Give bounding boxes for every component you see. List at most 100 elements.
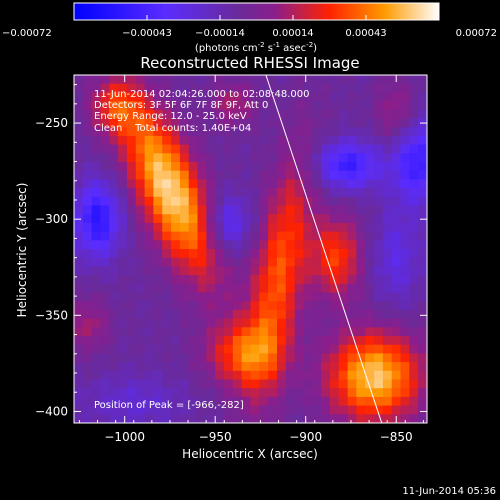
heatmap-cell — [82, 292, 93, 302]
heatmap-cell — [321, 388, 331, 398]
heatmap-cell — [338, 301, 348, 311]
heatmap-cell — [91, 388, 101, 398]
heatmap-cell — [82, 101, 93, 111]
annotation-energy: Energy Range: 12.0 - 25.0 keV — [94, 111, 247, 122]
heatmap-cell — [179, 275, 190, 285]
heatmap-cell — [179, 414, 190, 423]
heatmap-cell — [135, 83, 145, 93]
heatmap-cell — [321, 309, 331, 319]
heatmap-cell — [329, 362, 340, 372]
heatmap-cell — [126, 257, 137, 267]
heatmap-cell — [347, 318, 357, 328]
heatmap-cell — [109, 188, 119, 198]
heatmap-cell — [294, 309, 304, 319]
heatmap-cell — [206, 109, 216, 119]
heatmap-cell — [250, 127, 260, 137]
heatmap-cell — [276, 205, 287, 215]
heatmap-cell — [374, 144, 384, 154]
heatmap-cell — [268, 292, 278, 302]
heatmap-cell — [153, 388, 163, 398]
heatmap-cell — [171, 109, 181, 119]
heatmap-cell — [347, 414, 357, 423]
heatmap-cell — [144, 362, 154, 372]
heatmap-cell — [391, 144, 401, 154]
heatmap-cell — [356, 301, 366, 311]
heatmap-cell — [382, 414, 393, 423]
heatmap-cell — [365, 379, 375, 389]
heatmap-cell — [91, 214, 101, 224]
heatmap-cell — [276, 101, 287, 111]
heatmap-cell — [374, 405, 384, 415]
heatmap-cell — [285, 222, 296, 232]
heatmap-cell — [171, 92, 181, 102]
heatmap-cell — [400, 249, 410, 259]
heatmap-cell — [294, 118, 304, 128]
heatmap-cell — [224, 283, 234, 293]
heatmap-cell — [91, 344, 101, 354]
heatmap-cell — [329, 309, 340, 319]
heatmap-cell — [276, 405, 287, 415]
heatmap-cell — [224, 362, 234, 372]
heatmap-cell — [347, 214, 357, 224]
heatmap-cell — [171, 327, 181, 337]
heatmap-cell — [338, 405, 348, 415]
heatmap-cell — [126, 283, 137, 293]
heatmap-cell — [391, 257, 401, 267]
heatmap-cell — [162, 179, 172, 189]
heatmap-cell — [126, 109, 137, 119]
heatmap-cell — [312, 170, 322, 180]
heatmap-cell — [321, 205, 331, 215]
heatmap-cell — [418, 135, 427, 145]
heatmap-cell — [250, 405, 260, 415]
heatmap-cell — [118, 396, 128, 406]
heatmap-cell — [338, 214, 348, 224]
heatmap-cell — [82, 179, 93, 189]
heatmap-cell — [356, 135, 366, 145]
heatmap-cell — [118, 318, 128, 328]
heatmap-cell — [206, 92, 216, 102]
heatmap-cell — [162, 83, 172, 93]
heatmap-cell — [400, 388, 410, 398]
heatmap-cell — [347, 379, 357, 389]
heatmap-cell — [321, 414, 331, 423]
heatmap-cell — [276, 309, 287, 319]
heatmap-cell — [224, 83, 234, 93]
heatmap-cell — [250, 231, 260, 241]
heatmap-cell — [303, 388, 313, 398]
heatmap-cell — [365, 292, 375, 302]
heatmap-cell — [294, 231, 304, 241]
heatmap-cell — [400, 83, 410, 93]
heatmap-cell — [294, 75, 304, 85]
heatmap-cell — [118, 283, 128, 293]
heatmap-cell — [153, 362, 163, 372]
heatmap-cell — [171, 362, 181, 372]
heatmap-cell — [356, 222, 366, 232]
heatmap-cell — [144, 75, 154, 85]
heatmap-cell — [409, 309, 419, 319]
heatmap-cell — [153, 414, 163, 423]
heatmap-cell — [109, 370, 119, 380]
heatmap-cell — [171, 144, 181, 154]
heatmap-cell — [135, 118, 145, 128]
heatmap-cell — [268, 83, 278, 93]
heatmap-cell — [197, 188, 207, 198]
heatmap-cell — [91, 75, 101, 85]
heatmap-cell — [294, 127, 304, 137]
heatmap-cell — [224, 205, 234, 215]
heatmap-cell — [409, 188, 419, 198]
heatmap-cell — [409, 127, 419, 137]
heatmap-cell — [197, 179, 207, 189]
heatmap-cell — [162, 196, 172, 206]
heatmap-cell — [215, 240, 225, 250]
heatmap-cell — [153, 379, 163, 389]
heatmap-cell — [338, 370, 348, 380]
heatmap-cell — [144, 153, 154, 163]
heatmap-cell — [365, 388, 375, 398]
heatmap-cell — [312, 275, 322, 285]
heatmap-cell — [144, 127, 154, 137]
heatmap-cell — [206, 249, 216, 259]
heatmap-cell — [409, 231, 419, 241]
heatmap-cell — [347, 153, 357, 163]
heatmap-cell — [91, 196, 101, 206]
heatmap-cell — [285, 336, 296, 346]
